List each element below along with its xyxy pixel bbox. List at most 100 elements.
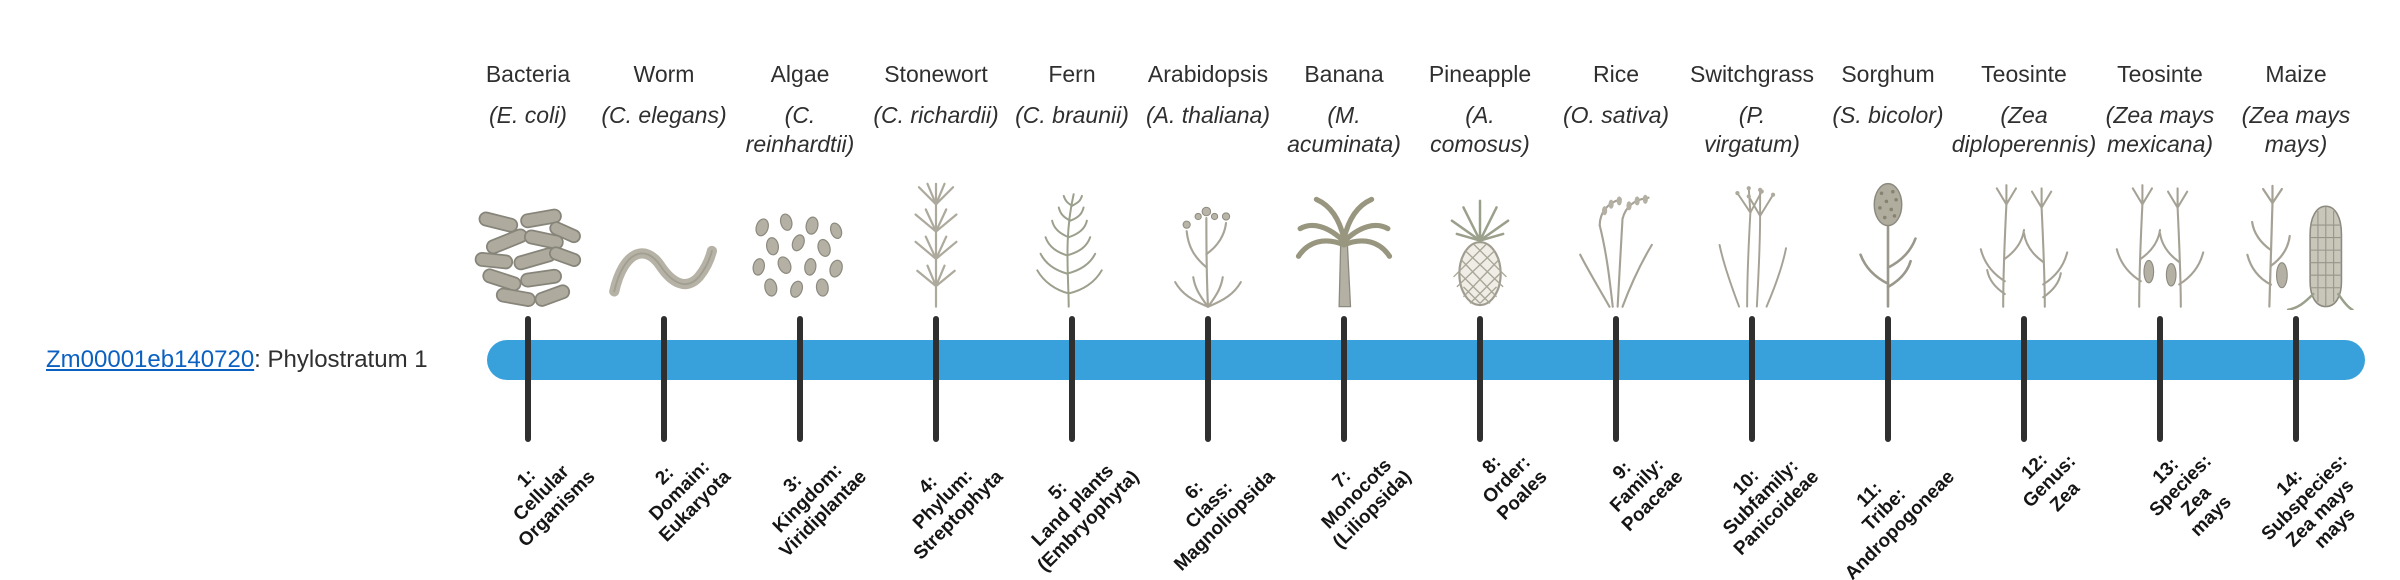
taxon-name: Rice (O. sativa) [1538,60,1694,130]
phylostratum-label: 14: Subspecies: Zea mays mays [2257,451,2360,553]
taxon-scientific-name: (P. virgatum) [1704,101,1800,157]
taxon-column-11: Sorghum (S. bicolor) 11: Tribe: Andropogo… [1820,0,1959,580]
phylostratum-label: 12: Genus: Zea [2017,449,2084,516]
gene-label: Zm00001eb140720: Phylostratum 1 [46,340,428,380]
taxon-common-name: Bacteria [485,61,571,87]
taxon-scientific-name: (C. richardii) [873,101,999,128]
teosinte-diploperennis-icon [1957,170,2091,310]
phylostratum-label: 1: Cellular Organisms [509,461,599,552]
timeline-tick [1613,316,1619,442]
timeline-tick [1341,316,1347,442]
taxon-scientific-name: (Zea mays mexicana) [2105,101,2215,157]
taxon-column-14: Maize (Zea mays mays) 14: Subspecies: Zea… [2228,0,2364,580]
phylostratum-label: 9: Family: Poaceae [1606,454,1687,536]
arabidopsis-icon [1141,170,1275,310]
phylostratum-label: 6: Class: Magnoliopsida [1170,466,1279,575]
taxon-scientific-name: (Zea mays mays) [2241,101,2351,157]
taxon-column-7: Banana (M. acuminata) 7: Monocots (Liliop… [1276,0,1415,580]
taxon-name: Fern (C. braunii) [994,60,1150,130]
taxon-column-9: Rice (O. sativa) 9: Family: Poaceae [1548,0,1687,580]
pineapple-icon [1413,170,1547,310]
gene-phylostratum-text: : Phylostratum 1 [254,346,428,373]
taxon-common-name: Rice [1592,61,1639,87]
teosinte-mexicana-icon [2093,170,2227,310]
taxon-scientific-name: (A. thaliana) [1145,101,1270,128]
taxon-scientific-name: (Zea diploperennis) [1951,101,2097,157]
taxon-scientific-name: (C. braunii) [1015,101,1129,128]
timeline-tick [1749,316,1755,442]
phylostratum-label: 11: Tribe: Andropogoneae [1841,466,1959,580]
taxon-column-1: Bacteria (E. coli) 1: Cellular Organisms [460,0,599,580]
taxon-name: Banana (M. acuminata) [1266,60,1422,158]
taxon-name: Algae (C. reinhardtii) [722,60,878,158]
taxon-name: Teosinte (Zea diploperennis) [1946,60,2102,158]
taxon-column-3: Algae (C. reinhardtii) 3: Kingdom: Viridi… [732,0,871,580]
taxon-column-13: Teosinte (Zea mays mexicana) 13: Species:… [2092,0,2236,580]
timeline-tick [933,316,939,442]
taxon-column-6: Arabidopsis (A. thaliana) 6: Class: Magno… [1140,0,1279,580]
taxon-common-name: Stonewort [884,61,988,87]
taxon-name: Worm (C. elegans) [586,60,742,130]
timeline-tick [797,316,803,442]
timeline-columns: Bacteria (E. coli) 1: Cellular Organisms W… [460,0,2364,580]
phylostratum-label: 2: Domain: Eukaryota [645,456,735,546]
timeline-tick [1205,316,1211,442]
timeline-tick [2021,316,2027,442]
maize-icon [2229,170,2363,310]
taxon-common-name: Switchgrass [1690,61,1814,87]
taxon-name: Stonewort (C. richardii) [858,60,1014,130]
taxon-name: Pineapple (A. comosus) [1402,60,1558,158]
taxon-column-4: Stonewort (C. richardii) 4: Phylum: Strep… [868,0,1007,580]
taxon-name: Sorghum (S. bicolor) [1810,60,1966,130]
taxon-column-2: Worm (C. elegans) 2: Domain: Eukaryota [596,0,735,580]
timeline-tick [2293,316,2299,442]
timeline-tick [1885,316,1891,442]
taxon-scientific-name: (M. acuminata) [1287,101,1401,157]
taxon-column-8: Pineapple (A. comosus) 8: Order: Poales [1412,0,1551,580]
taxon-common-name: Banana [1304,61,1384,87]
taxon-scientific-name: (O. sativa) [1562,101,1670,128]
taxon-common-name: Teosinte [1981,61,2067,87]
phylostratum-label: 7: Monocots (Liliopsida) [1317,455,1415,553]
taxon-column-5: Fern (C. braunii) 5: Land plants (Embryop… [1004,0,1143,580]
banana-icon [1277,170,1411,310]
phylostratum-label: 3: Kingdom: Viridiplantae [769,459,871,562]
taxon-common-name: Arabidopsis [1147,61,1269,87]
timeline-tick [2157,316,2163,442]
fern-icon [1005,170,1139,310]
gene-id-link[interactable]: Zm00001eb140720 [46,346,255,373]
sorghum-icon [1821,170,1955,310]
taxon-scientific-name: (S. bicolor) [1832,101,1944,128]
taxon-name: Arabidopsis (A. thaliana) [1130,60,1286,130]
stonewort-icon [869,170,1003,310]
taxon-common-name: Teosinte [2117,61,2203,87]
taxon-common-name: Fern [1048,61,1096,87]
timeline-tick [1069,316,1075,442]
taxon-name: Bacteria (E. coli) [450,60,606,130]
phylostratum-label: 4: Phylum: Streptophyta [909,465,1007,564]
taxon-scientific-name: (E. coli) [489,101,567,128]
taxon-common-name: Worm [633,61,695,87]
rice-icon [1549,170,1683,310]
taxon-common-name: Pineapple [1428,61,1532,87]
phylostratum-label: 8: Order: Poales [1478,451,1551,525]
switchgrass-icon [1685,170,1819,310]
taxon-common-name: Algae [770,61,830,87]
timeline-tick [661,316,667,442]
bacteria-icon [461,170,595,310]
taxon-name: Teosinte (Zea mays mexicana) [2082,60,2238,158]
worm-icon [597,170,731,310]
taxon-name: Maize (Zea mays mays) [2218,60,2374,158]
timeline-tick [525,316,531,442]
taxon-common-name: Sorghum [1841,61,1935,87]
taxon-column-12: Teosinte (Zea diploperennis) 12: Genus: Z… [1952,0,2096,580]
taxon-scientific-name: (C. reinhardtii) [745,101,855,157]
taxon-scientific-name: (A. comosus) [1430,101,1530,157]
taxon-name: Switchgrass (P. virgatum) [1674,60,1830,158]
timeline-tick [1477,316,1483,442]
taxon-common-name: Maize [2265,61,2327,87]
phylostratum-label: 10: Subfamily: Panicoideae [1719,455,1823,560]
phylostratum-label: 5: Land plants (Embryophyta) [1027,460,1143,576]
taxon-column-10: Switchgrass (P. virgatum) 10: Subfamily: … [1684,0,1823,580]
